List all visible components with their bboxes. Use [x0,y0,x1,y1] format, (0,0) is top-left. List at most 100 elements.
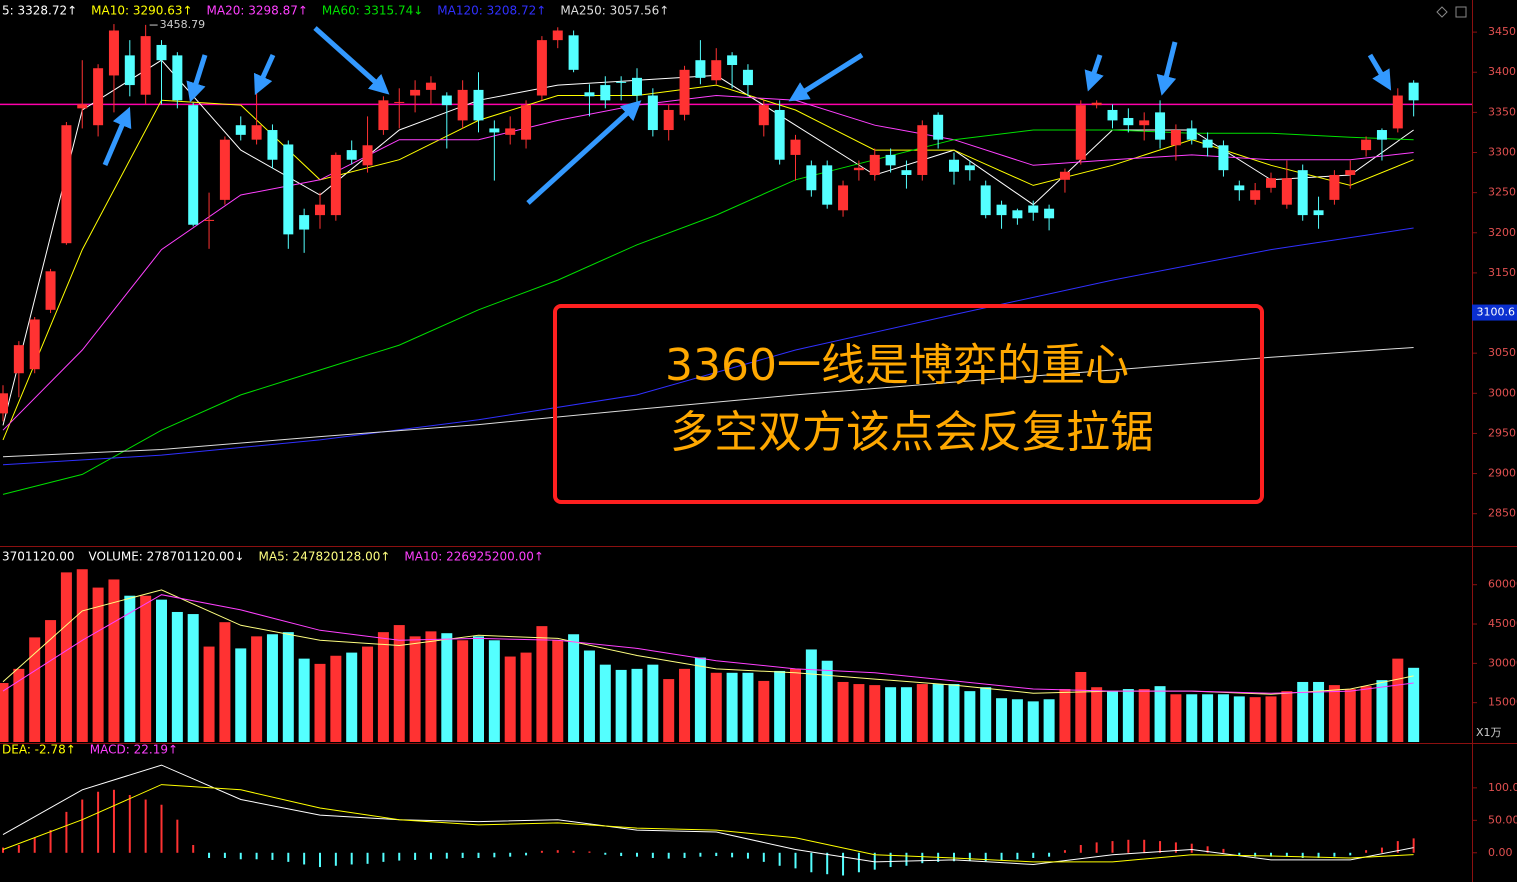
volume-bar [187,614,199,742]
candle-body [489,128,500,133]
volume-bar [1344,689,1356,742]
candle-body [251,125,262,140]
legend-entry: MA20: 3298.87↑ [207,4,308,18]
volume-bar [409,636,421,742]
volume-bar [710,672,722,742]
icon [1436,6,1448,18]
legend-entry: MA120: 3208.72↑ [437,4,546,18]
candle-body [1202,139,1213,148]
legend-entry: 5: 3328.72↑ [2,4,77,18]
line-series [2,227,1414,466]
volume-bar [599,664,611,742]
candle-body [425,82,436,90]
candle-body [917,125,928,175]
candle-body [362,145,373,166]
candle-body [394,101,405,103]
volume-bar [1091,687,1103,742]
annotation-text: 多空双方该点会反复拉锯 [670,407,1154,458]
y-tick-label: 0.00 [1488,846,1513,859]
candle-body [1044,208,1055,219]
volume-bar [1186,694,1198,742]
volume-bar [663,679,675,742]
volume-bar [171,611,183,742]
candle-body [536,40,547,96]
candle-body [330,154,341,216]
candle-body [1250,190,1261,200]
arrow [254,53,276,96]
volume-bar [140,595,152,742]
legend-entry: MA10: 3290.63↑ [91,4,192,18]
volume-bar [1233,696,1245,742]
volume-bar [1392,658,1404,742]
candle-body [204,219,215,221]
candle-body [1329,174,1340,200]
volume-bar [457,640,469,742]
volume-bar [1328,685,1340,742]
line-series [2,594,1414,694]
legend-entry: MACD: 22.19↑ [90,743,178,757]
volume-bar [568,634,580,742]
volume-bar [1075,672,1087,742]
candle-body [632,77,642,96]
y-tick-label: 2850 [1488,507,1516,520]
volume-bar [1154,686,1166,742]
candle-body [93,68,104,126]
volume-bar [996,698,1008,742]
candle-body [822,165,833,205]
candle-body [869,154,880,175]
plot: 3458.79 5: 3328.72↑ MA10: 3290.63↑ MA20: 32… [0,4,1472,876]
candle-body [1218,145,1229,171]
candle-body [1313,210,1324,216]
candle-body [410,89,421,96]
y-tick-label: 15000 [1488,696,1517,709]
volume-bar [266,634,278,742]
volume-bar [726,672,738,742]
candle-body [663,109,674,131]
volume-bar [473,636,484,742]
y-tick-label: 30000 [1488,656,1517,669]
candle-body [77,104,88,109]
volume-bar [346,652,358,742]
arrow [102,106,132,166]
candle-body [1059,171,1070,180]
candle-body [552,30,563,41]
volume-bar [425,631,437,742]
candle-body [853,167,864,171]
volume-bar [76,569,88,742]
volume-bar [108,579,120,742]
volume-bar [758,680,770,742]
volume-bar [980,687,992,742]
volume-bar [805,649,817,742]
candle-body [29,319,40,370]
candle-body [521,105,532,140]
volume-bar [282,632,294,742]
volume-bar [0,683,9,742]
candle-body [1012,210,1023,219]
candle-body [156,44,167,61]
volume-bar [583,650,595,742]
volume-bar [45,620,57,742]
arrow [186,54,208,103]
volume-bar [964,691,976,742]
candle-body [505,128,516,135]
volume-bar [251,636,263,742]
candle-body [1345,170,1356,175]
candle-body [1234,185,1245,191]
candle-body [346,150,357,160]
candle-body [1376,130,1387,140]
volume-bar [377,632,389,742]
candle-body [441,95,452,106]
volume-bar [869,685,881,742]
volume-bar [536,626,548,742]
volume-bar [124,595,136,742]
price-marker [1472,304,1517,321]
volume-bar [647,664,659,742]
volume-bar [1281,691,1293,742]
line-series [2,347,1414,458]
unit-label: X1万 [1476,726,1502,739]
y-tick-label: 3200 [1488,226,1516,239]
candle-body [1361,139,1372,151]
volume-bar [790,668,801,742]
